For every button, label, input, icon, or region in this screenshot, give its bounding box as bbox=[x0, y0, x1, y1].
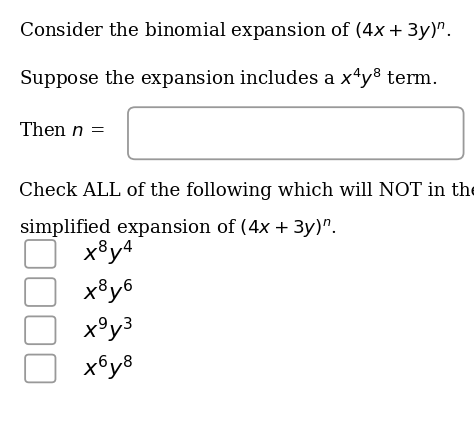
Text: Check ALL of the following which will NOT in the: Check ALL of the following which will NO… bbox=[19, 182, 474, 200]
FancyBboxPatch shape bbox=[25, 316, 55, 344]
Text: $x^9y^3$: $x^9y^3$ bbox=[83, 316, 133, 345]
Text: simplified expansion of $(4x + 3y)^{n}$.: simplified expansion of $(4x + 3y)^{n}$. bbox=[19, 217, 337, 239]
FancyBboxPatch shape bbox=[128, 107, 464, 159]
FancyBboxPatch shape bbox=[25, 278, 55, 306]
Text: Suppose the expansion includes a $x^4y^8$ term.: Suppose the expansion includes a $x^4y^8… bbox=[19, 67, 438, 92]
Text: Consider the binomial expansion of $(4x + 3y)^{n}$.: Consider the binomial expansion of $(4x … bbox=[19, 20, 451, 42]
Text: $x^8y^6$: $x^8y^6$ bbox=[83, 277, 133, 307]
Text: $x^8y^4$: $x^8y^4$ bbox=[83, 239, 133, 269]
FancyBboxPatch shape bbox=[25, 355, 55, 382]
Text: Then $n$ =: Then $n$ = bbox=[19, 122, 105, 139]
Text: $x^6y^8$: $x^6y^8$ bbox=[83, 354, 133, 383]
FancyBboxPatch shape bbox=[25, 240, 55, 268]
